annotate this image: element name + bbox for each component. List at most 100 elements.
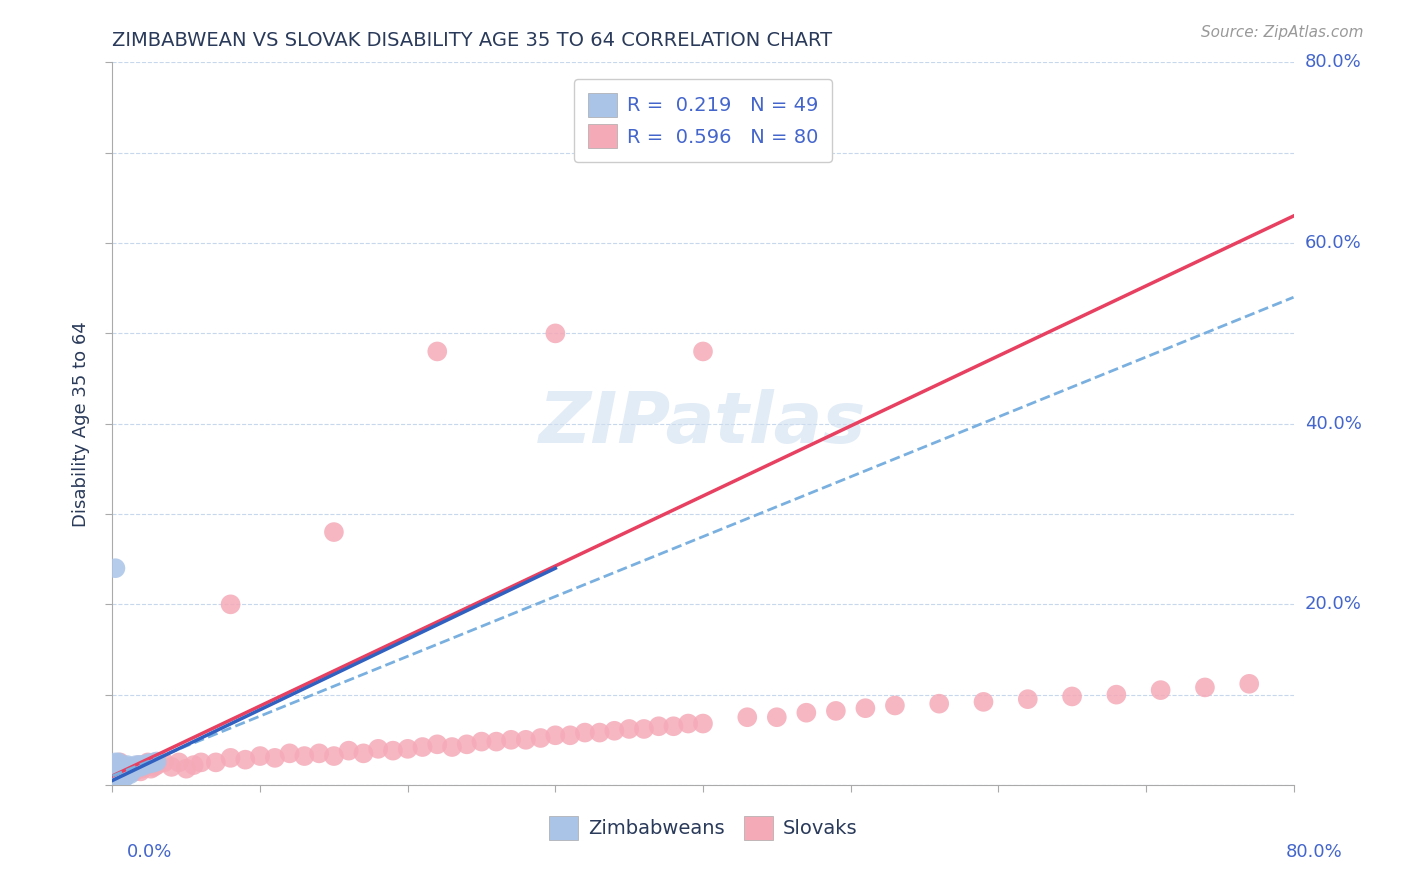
Point <box>125 758 148 772</box>
Point <box>114 769 136 783</box>
Point <box>146 758 169 772</box>
Point <box>118 760 141 774</box>
Point <box>114 767 136 781</box>
Point <box>114 764 136 779</box>
Point <box>167 756 190 770</box>
Text: 40.0%: 40.0% <box>1305 415 1361 433</box>
Point <box>111 764 134 779</box>
Text: 20.0%: 20.0% <box>1305 595 1361 614</box>
Point <box>111 760 134 774</box>
Point <box>142 760 165 774</box>
Point <box>121 760 143 774</box>
Point <box>104 756 127 770</box>
Point <box>107 756 129 770</box>
Point <box>249 749 271 764</box>
Point <box>973 695 995 709</box>
Point <box>396 742 419 756</box>
Point <box>131 762 153 776</box>
Point <box>1062 690 1084 704</box>
Point <box>128 758 150 772</box>
Point <box>1017 692 1039 706</box>
Point <box>136 756 159 770</box>
Point <box>884 698 907 713</box>
Point <box>633 722 655 736</box>
Point <box>104 764 127 779</box>
Text: 0.0%: 0.0% <box>127 843 172 861</box>
Point <box>118 760 141 774</box>
Point <box>1239 677 1261 691</box>
Point <box>441 739 464 754</box>
Text: 80.0%: 80.0% <box>1286 843 1343 861</box>
Point <box>125 762 148 776</box>
Point <box>153 756 176 770</box>
Text: 60.0%: 60.0% <box>1305 234 1361 252</box>
Point <box>105 773 128 788</box>
Point <box>131 758 153 772</box>
Point <box>107 764 129 779</box>
Point <box>146 755 169 769</box>
Point <box>544 728 567 742</box>
Point <box>233 753 256 767</box>
Point <box>110 767 132 781</box>
Point <box>219 751 242 765</box>
Point <box>264 751 287 765</box>
Point <box>112 762 135 776</box>
Point <box>796 706 818 720</box>
Point <box>470 734 494 748</box>
Point <box>855 701 877 715</box>
Point <box>105 762 128 776</box>
Point <box>352 747 374 761</box>
Point <box>121 764 143 779</box>
Point <box>112 771 135 785</box>
Point <box>411 739 433 754</box>
Point <box>108 756 131 770</box>
Point <box>337 744 360 758</box>
Point <box>485 734 508 748</box>
Point <box>142 756 165 770</box>
Point <box>574 725 596 739</box>
Point <box>1150 683 1173 698</box>
Point <box>139 762 162 776</box>
Point <box>114 760 136 774</box>
Point <box>121 764 143 779</box>
Text: ZIPatlas: ZIPatlas <box>540 389 866 458</box>
Point <box>105 758 128 772</box>
Point <box>105 769 128 783</box>
Point <box>367 742 389 756</box>
Point <box>160 760 183 774</box>
Point <box>129 760 152 774</box>
Point <box>323 524 346 539</box>
Point <box>117 758 138 772</box>
Point <box>588 725 610 739</box>
Text: ZIMBABWEAN VS SLOVAK DISABILITY AGE 35 TO 64 CORRELATION CHART: ZIMBABWEAN VS SLOVAK DISABILITY AGE 35 T… <box>112 30 832 50</box>
Point <box>120 767 142 781</box>
Point <box>108 769 131 783</box>
Point <box>529 731 551 745</box>
Point <box>219 598 242 612</box>
Point <box>136 756 159 771</box>
Point <box>426 344 449 359</box>
Point <box>110 760 132 774</box>
Point <box>104 561 127 575</box>
Point <box>129 764 152 779</box>
Point <box>766 710 789 724</box>
Point <box>117 764 138 779</box>
Point <box>124 760 146 774</box>
Point <box>118 764 141 779</box>
Point <box>117 767 138 781</box>
Text: 80.0%: 80.0% <box>1305 54 1361 71</box>
Point <box>292 749 315 764</box>
Point <box>111 769 134 783</box>
Point <box>110 758 132 772</box>
Point <box>456 737 478 751</box>
Point <box>124 764 146 779</box>
Point <box>426 737 449 751</box>
Point <box>692 344 714 359</box>
Point <box>737 710 759 724</box>
Point <box>128 758 150 772</box>
Point <box>120 762 142 776</box>
Point <box>190 756 212 770</box>
Point <box>122 762 145 776</box>
Point <box>692 716 714 731</box>
Point <box>1194 681 1216 695</box>
